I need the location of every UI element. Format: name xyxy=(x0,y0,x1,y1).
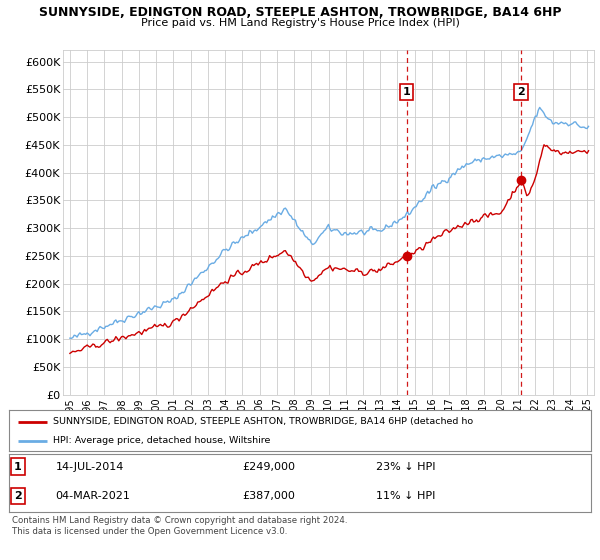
Text: £249,000: £249,000 xyxy=(242,461,295,472)
Text: 11% ↓ HPI: 11% ↓ HPI xyxy=(376,491,435,501)
Text: 14-JUL-2014: 14-JUL-2014 xyxy=(56,461,124,472)
Text: HPI: Average price, detached house, Wiltshire: HPI: Average price, detached house, Wilt… xyxy=(53,436,270,445)
Text: £387,000: £387,000 xyxy=(242,491,295,501)
Text: 2: 2 xyxy=(14,491,22,501)
Text: 2: 2 xyxy=(517,87,525,97)
Text: 23% ↓ HPI: 23% ↓ HPI xyxy=(376,461,435,472)
Text: 04-MAR-2021: 04-MAR-2021 xyxy=(56,491,130,501)
Text: Contains HM Land Registry data © Crown copyright and database right 2024.
This d: Contains HM Land Registry data © Crown c… xyxy=(12,516,347,536)
Text: Price paid vs. HM Land Registry's House Price Index (HPI): Price paid vs. HM Land Registry's House … xyxy=(140,18,460,28)
Text: 1: 1 xyxy=(14,461,22,472)
Text: SUNNYSIDE, EDINGTON ROAD, STEEPLE ASHTON, TROWBRIDGE, BA14 6HP: SUNNYSIDE, EDINGTON ROAD, STEEPLE ASHTON… xyxy=(39,6,561,18)
Text: SUNNYSIDE, EDINGTON ROAD, STEEPLE ASHTON, TROWBRIDGE, BA14 6HP (detached ho: SUNNYSIDE, EDINGTON ROAD, STEEPLE ASHTON… xyxy=(53,417,473,426)
Text: 1: 1 xyxy=(403,87,410,97)
